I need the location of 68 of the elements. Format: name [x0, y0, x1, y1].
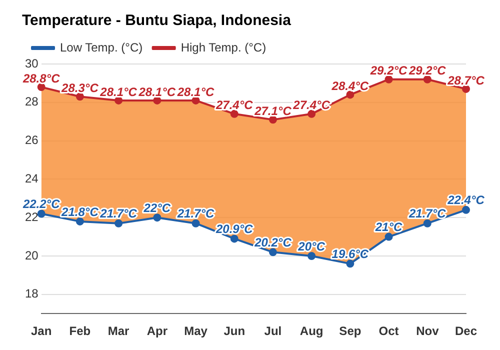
point — [462, 206, 470, 214]
x-tick-label: Mar — [108, 324, 130, 338]
y-tick-label: 18 — [24, 286, 39, 301]
data-label: 22°C — [142, 200, 171, 215]
data-label: 27.1°C — [254, 104, 292, 118]
data-label: 21.8°C — [60, 204, 99, 219]
chart-title: Temperature - Buntu Siapa, Indonesia — [22, 12, 292, 30]
data-label: 27.4°C — [292, 98, 330, 112]
data-label: 21°C — [374, 220, 403, 234]
x-tick-label: Feb — [69, 324, 91, 338]
x-tick-label: Apr — [146, 324, 168, 338]
data-label: 27.4°C — [214, 98, 254, 112]
y-tick-label: 22 — [24, 210, 39, 224]
point — [76, 92, 84, 101]
data-label: 21.7°C — [176, 206, 215, 221]
data-label: 28.7°C — [446, 73, 485, 88]
point — [423, 219, 432, 228]
point — [192, 96, 200, 104]
point — [308, 252, 316, 260]
y-tick-label: 28 — [24, 94, 39, 109]
x-tick-label: May — [184, 324, 208, 338]
point — [346, 90, 354, 99]
point — [268, 116, 277, 124]
point — [192, 219, 200, 228]
data-label: 29.2°C — [369, 64, 408, 78]
point — [384, 75, 393, 84]
x-tick-label: Jul — [264, 324, 282, 338]
data-label: 20°C — [297, 239, 326, 254]
x-tick-label: Sep — [339, 324, 362, 338]
y-tick-label: 20 — [24, 248, 39, 262]
data-label: 21.7°C — [408, 206, 446, 221]
point — [76, 217, 84, 226]
point — [153, 214, 162, 222]
point — [462, 84, 470, 93]
data-label: 20.9°C — [214, 222, 254, 236]
point — [230, 234, 238, 243]
point — [423, 75, 432, 84]
y-tick-label: 26 — [24, 133, 39, 148]
data-label: 29.2°C — [408, 64, 446, 78]
legend-label: Low Temp. (°C) — [60, 40, 143, 54]
x-tick-label: Jun — [224, 324, 246, 338]
point — [37, 83, 46, 92]
data-label: 21.7°C — [99, 206, 138, 221]
data-label: 22.4°C — [446, 193, 485, 208]
data-label: 28.1°C — [138, 84, 176, 99]
point — [114, 96, 123, 104]
x-tick-label: Jan — [31, 324, 52, 338]
point — [346, 260, 354, 268]
x-tick-label: Dec — [454, 324, 478, 338]
point — [153, 96, 162, 104]
x-tick-label: Nov — [416, 324, 440, 338]
y-tick-label: 30 — [24, 56, 39, 70]
point — [384, 232, 393, 241]
data-label: 28.4°C — [330, 79, 369, 94]
x-tick-label: Oct — [378, 324, 399, 338]
point — [268, 248, 277, 256]
x-tick-label: Aug — [300, 324, 324, 338]
data-label: 20.2°C — [254, 235, 292, 250]
y-tick-label: 24 — [24, 172, 39, 186]
point — [308, 110, 316, 118]
legend-label: High Temp. (°C) — [180, 40, 266, 54]
point — [37, 210, 46, 218]
data-label: 28.3°C — [60, 80, 99, 95]
data-label: 28.8°C — [22, 71, 60, 86]
point — [230, 110, 238, 118]
data-label: 28.1°C — [99, 84, 138, 99]
data-label: 28.1°C — [176, 84, 215, 99]
point — [114, 219, 123, 228]
